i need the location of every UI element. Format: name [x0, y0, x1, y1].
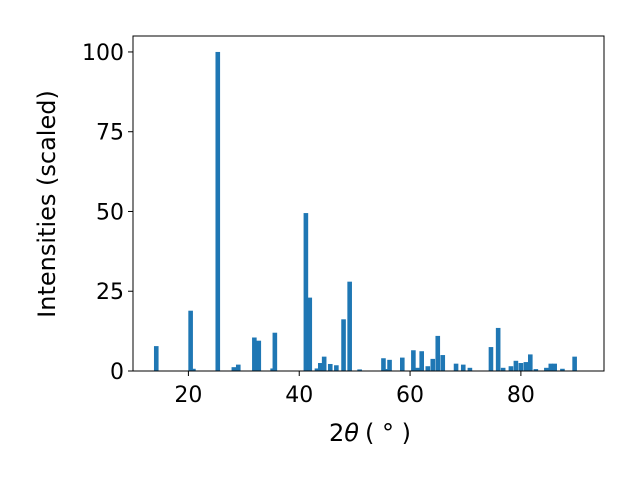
- bar-46: [560, 368, 565, 371]
- y-tick-label-75: 75: [96, 121, 124, 146]
- bar-12: [314, 368, 320, 371]
- bar-1: [188, 310, 193, 371]
- bar-29: [435, 335, 441, 371]
- bar-17: [341, 319, 346, 371]
- bar-28: [430, 358, 436, 371]
- bar-34: [488, 347, 494, 371]
- y-tick-label-25: 25: [96, 280, 124, 305]
- bar-39: [518, 363, 524, 371]
- bar-38: [513, 360, 519, 371]
- bar-15: [327, 363, 333, 371]
- x-axis-label-unit: ( ° ): [365, 419, 411, 447]
- y-ticks: 0 25 50 75 100: [82, 41, 133, 385]
- y-tick-label-50: 50: [96, 200, 124, 225]
- x-tick-label-40: 40: [285, 383, 313, 408]
- x-tick-label-60: 60: [396, 383, 424, 408]
- bar-13: [317, 363, 323, 371]
- bar-27: [425, 366, 431, 371]
- bar-43: [544, 367, 549, 371]
- x-tick-label-80: 80: [507, 383, 535, 408]
- bar-32: [460, 364, 466, 371]
- bar-26: [419, 351, 424, 371]
- bar-19: [357, 369, 362, 371]
- bar-14: [321, 356, 327, 371]
- bar-2: [191, 368, 196, 371]
- plot-frame: [132, 35, 605, 372]
- bar-44: [548, 363, 554, 371]
- bar-7: [256, 340, 262, 371]
- x-axis-label-theta: θ: [344, 419, 359, 447]
- y-tick-label-100: 100: [82, 41, 124, 66]
- bar-0: [153, 346, 159, 371]
- bar-45: [552, 363, 557, 371]
- bar-41: [528, 354, 533, 371]
- bar-25: [415, 367, 421, 371]
- x-axis-label: 2θ( ° ): [329, 419, 411, 447]
- bar-22: [387, 359, 392, 371]
- bar-33: [467, 367, 473, 371]
- bar-42: [533, 369, 539, 371]
- x-ticks: 20 40 60 80: [174, 371, 535, 408]
- bar-5: [235, 364, 241, 371]
- bar-9: [272, 332, 278, 371]
- bar-18: [347, 281, 352, 371]
- bar-24: [411, 350, 416, 371]
- bar-30: [440, 355, 446, 371]
- x-tick-label-20: 20: [174, 383, 202, 408]
- bar-23: [400, 357, 405, 371]
- bar-4: [231, 367, 237, 371]
- bar-37: [508, 366, 514, 371]
- y-tick-label-0: 0: [110, 360, 124, 385]
- bars: [153, 51, 577, 371]
- bar-35: [495, 327, 501, 371]
- y-axis-label: Intensities (scaled): [33, 90, 61, 318]
- bar-6: [252, 337, 257, 371]
- bar-3: [215, 51, 221, 371]
- bar-47: [572, 356, 577, 371]
- bar-16: [334, 365, 339, 371]
- bar-11: [307, 297, 313, 371]
- bar-21: [384, 369, 390, 371]
- bar-40: [523, 362, 529, 371]
- x-axis-label-number: 2: [329, 419, 344, 447]
- bar-20: [381, 358, 386, 371]
- bar-31: [453, 363, 459, 371]
- bar-10: [303, 213, 309, 371]
- bar-36: [500, 367, 506, 371]
